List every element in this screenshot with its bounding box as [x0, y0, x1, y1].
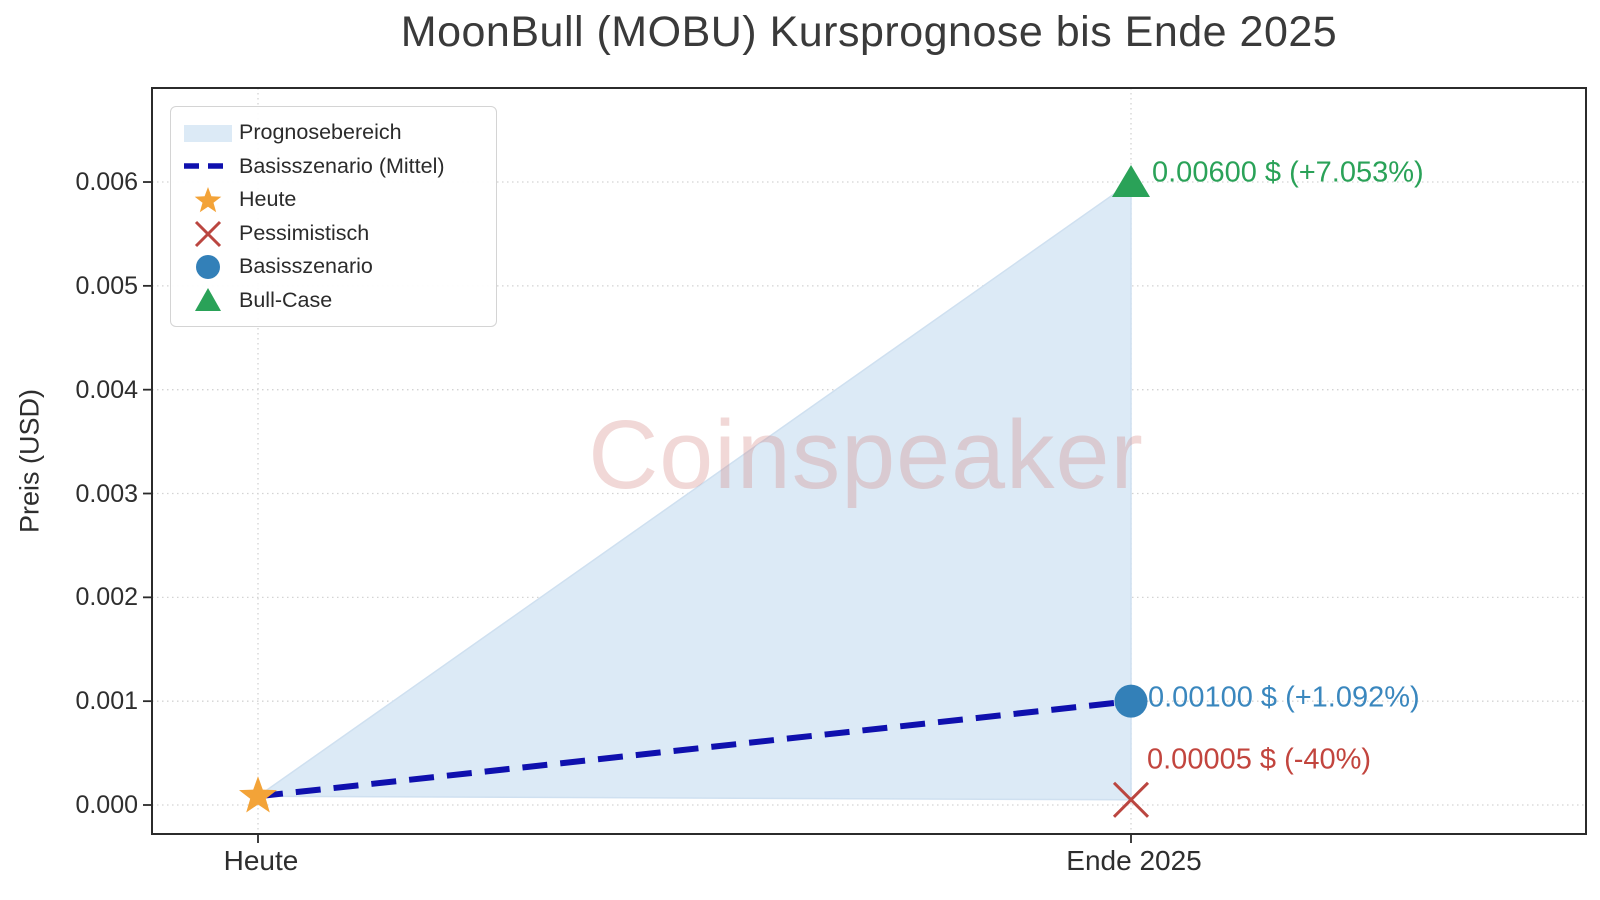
- y-tick-label: 0.001: [75, 687, 138, 716]
- dashed-line-swatch: [177, 151, 239, 181]
- y-tick-label: 0.000: [75, 791, 138, 819]
- legend-item-label: Bull-Case: [239, 287, 333, 312]
- legend-item: Bull-Case: [177, 284, 486, 318]
- legend-x-icon: [194, 221, 222, 248]
- bull-case-triangle-marker: [1112, 165, 1150, 198]
- legend-star-icon: [194, 186, 222, 213]
- y-tick-label: 0.004: [75, 375, 138, 404]
- y-tick-label: 0.005: [75, 271, 138, 300]
- today-star-marker: [239, 776, 277, 813]
- pessimistic-x-marker: [1112, 781, 1150, 818]
- x-tick-label: Heute: [223, 845, 299, 876]
- legend-item: Basisszenario: [177, 250, 486, 284]
- y-tick-label: 0.006: [75, 168, 138, 197]
- baseline-dashed-line: [257, 698, 1132, 800]
- circle-swatch: [177, 252, 239, 282]
- y-tick-label: 0.002: [75, 583, 138, 612]
- legend: Prognosebereich Basisszenario (Mittel) Heu…: [170, 106, 497, 327]
- legend-item-label: Basisszenario (Mittel): [239, 153, 445, 178]
- patch-swatch: [177, 118, 239, 148]
- legend-item-label: Basisszenario: [239, 254, 373, 279]
- annotation-pessimistisch: 0.00005 $ (-40%): [1147, 743, 1372, 776]
- x-tick-label: Ende 2025: [1066, 845, 1202, 876]
- legend-patch-swatch: [184, 124, 232, 142]
- legend-item-label: Heute: [239, 187, 297, 212]
- annotation-bull-case: 0.00600 $ (+7.053%): [1152, 156, 1424, 189]
- legend-item: Prognosebereich: [177, 116, 486, 150]
- legend-item-label: Pessimistisch: [239, 220, 370, 245]
- chart-title: MoonBull (MOBU) Kursprognose bis Ende 20…: [400, 8, 1338, 56]
- legend-item: Basisszenario (Mittel): [177, 150, 486, 184]
- star-swatch: [177, 185, 239, 215]
- base-scenario-circle-marker: [1114, 684, 1148, 718]
- legend-item-label: Prognosebereich: [239, 120, 402, 145]
- legend-item: Heute: [177, 183, 486, 217]
- plot-border: [151, 87, 1587, 835]
- x-swatch: [177, 218, 239, 248]
- legend-triangle-icon: [195, 288, 221, 312]
- annotation-basisszenario: 0.00100 $ (+1.092%): [1148, 681, 1420, 714]
- forecast-area: [255, 180, 1132, 801]
- triangle-swatch: [177, 285, 239, 315]
- legend-item: Pessimistisch: [177, 217, 486, 251]
- legend-circle-icon: [196, 254, 220, 279]
- y-tick-label: 0.003: [75, 479, 138, 508]
